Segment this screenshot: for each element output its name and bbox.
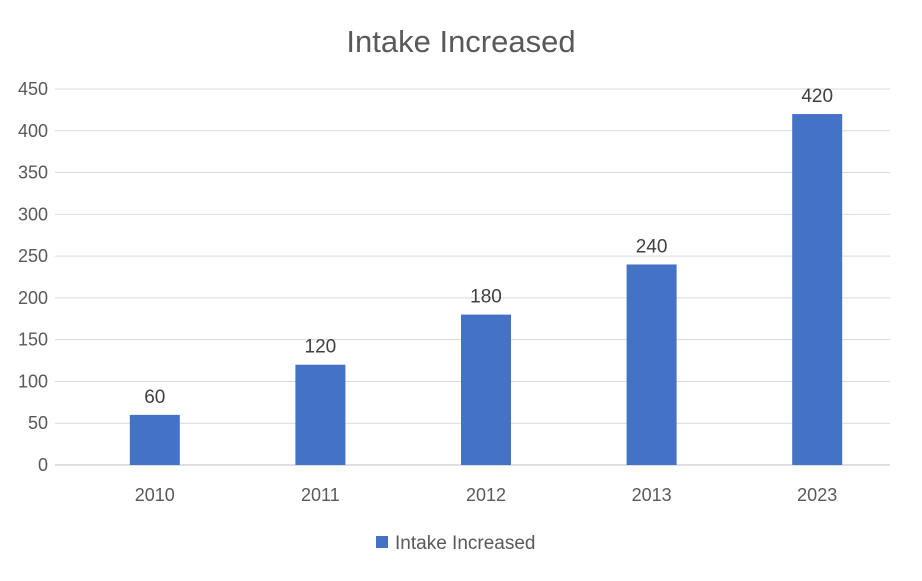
y-axis-ticks: 0 50 100 150 200 250 300 350 400 450 bbox=[18, 79, 48, 475]
y-tick-label: 200 bbox=[18, 288, 48, 308]
bars: 60 120 180 240 420 bbox=[129, 86, 843, 466]
bar bbox=[461, 314, 511, 465]
legend-label: Intake Increased bbox=[395, 533, 535, 554]
x-tick-label: 2011 bbox=[301, 485, 340, 505]
bar bbox=[626, 264, 677, 465]
y-tick-label: 0 bbox=[38, 455, 48, 475]
y-tick-label: 100 bbox=[18, 371, 48, 391]
data-label: 60 bbox=[144, 387, 165, 408]
gridlines bbox=[55, 88, 890, 466]
x-tick-label: 2013 bbox=[632, 485, 672, 505]
y-tick-label: 300 bbox=[18, 204, 48, 224]
legend: Intake Increased bbox=[376, 533, 535, 554]
data-label: 420 bbox=[801, 86, 833, 107]
chart-title: Intake Increased bbox=[346, 24, 575, 59]
y-tick-label: 50 bbox=[28, 413, 48, 433]
x-tick-label: 2010 bbox=[135, 485, 175, 505]
data-label: 120 bbox=[305, 337, 337, 358]
y-tick-label: 450 bbox=[18, 79, 48, 99]
data-label: 240 bbox=[636, 236, 668, 257]
x-axis-ticks: 2010 2011 2012 2013 2023 bbox=[135, 485, 837, 505]
data-label: 180 bbox=[470, 287, 502, 308]
bar bbox=[129, 414, 180, 465]
x-tick-label: 2023 bbox=[797, 485, 837, 505]
y-tick-label: 350 bbox=[18, 163, 48, 183]
y-tick-label: 400 bbox=[18, 121, 48, 141]
bar bbox=[792, 114, 843, 466]
legend-swatch bbox=[376, 536, 388, 548]
x-tick-label: 2012 bbox=[466, 485, 506, 505]
bar bbox=[295, 364, 346, 465]
y-tick-label: 250 bbox=[18, 246, 48, 266]
y-tick-label: 150 bbox=[18, 330, 48, 350]
